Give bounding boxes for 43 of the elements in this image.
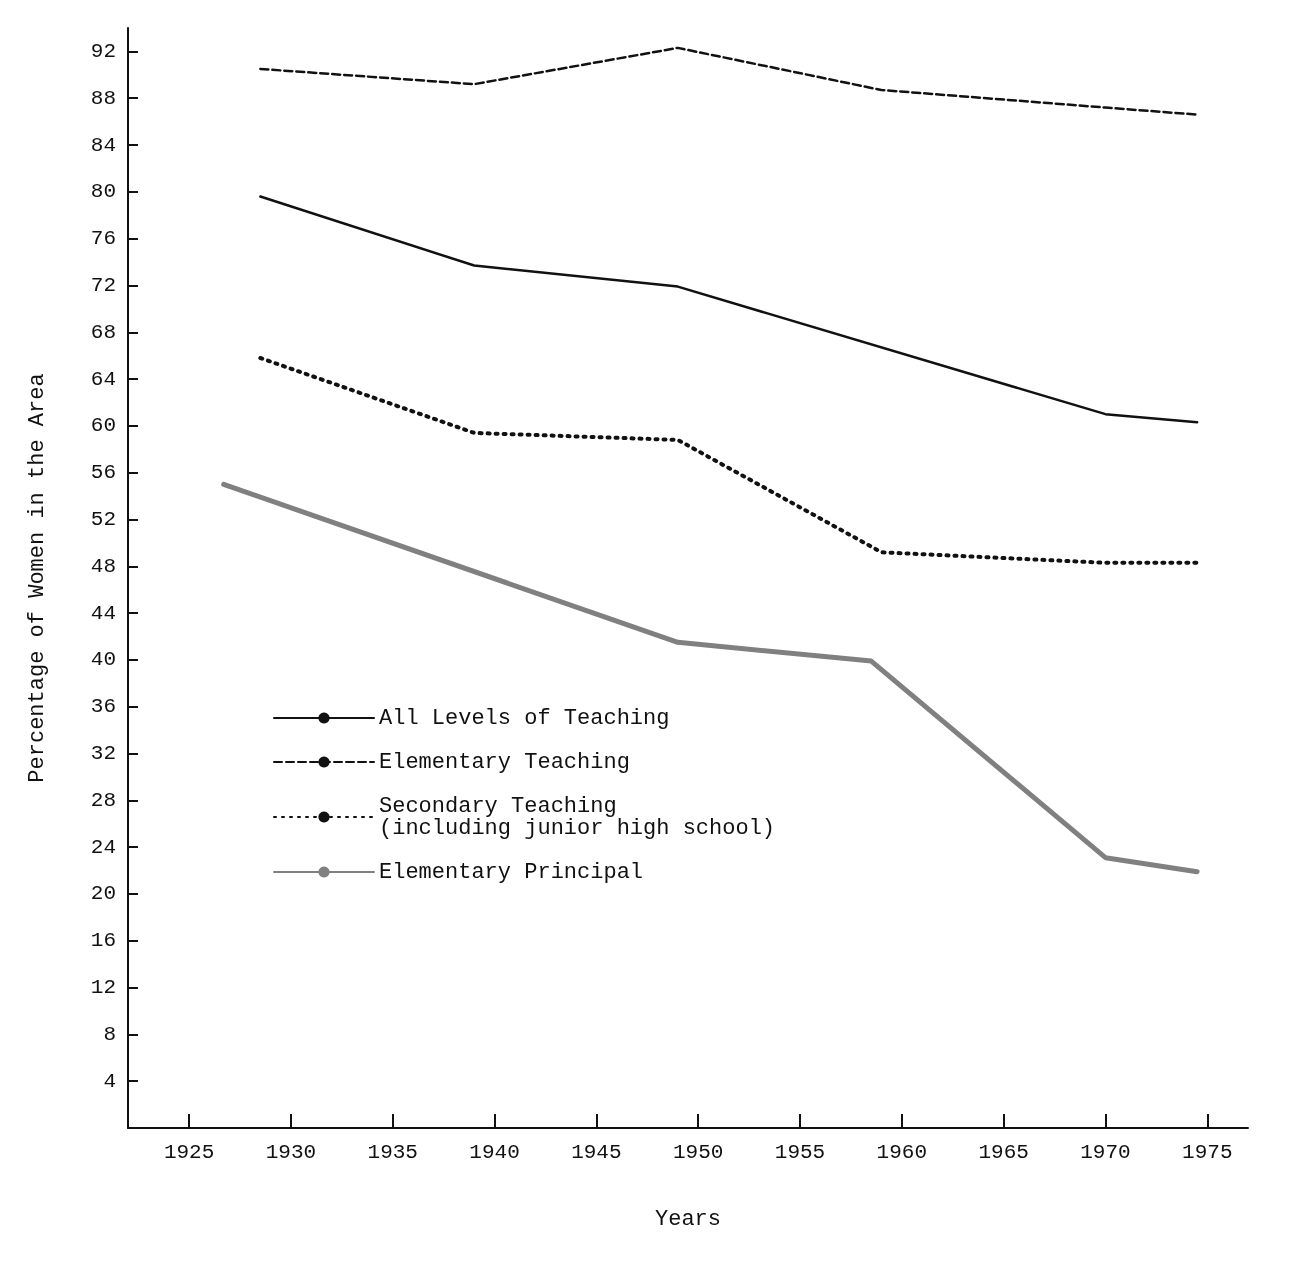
- y-tick-label: 36: [90, 695, 116, 719]
- legend-label: Secondary Teaching (including junior high school): [379, 793, 776, 841]
- x-tick-label: 1945: [571, 1141, 622, 1164]
- legend-label: All Levels of Teaching: [379, 705, 670, 731]
- y-tick-label: 24: [90, 835, 116, 859]
- line-series: [258, 356, 1200, 565]
- y-tick-label: 52: [90, 507, 116, 531]
- x-tick-label: 1960: [876, 1141, 928, 1164]
- y-tick-label: 60: [90, 414, 116, 438]
- y-tick-label: 28: [90, 788, 116, 812]
- line-series: [259, 46, 1199, 116]
- x-tick-label: 1930: [265, 1141, 317, 1164]
- y-tick-label: 76: [90, 227, 116, 251]
- y-tick-label: 88: [90, 86, 116, 110]
- y-tick-label: 72: [90, 273, 116, 297]
- x-tick-label: 1970: [1080, 1141, 1131, 1164]
- y-tick-label: 56: [90, 461, 116, 485]
- y-tick-label: 80: [90, 180, 116, 204]
- y-tick-label: 48: [90, 554, 116, 578]
- y-tick-label: 84: [90, 133, 116, 157]
- y-tick-label: 68: [90, 320, 116, 344]
- x-tick-label: 1955: [774, 1141, 826, 1164]
- y-tick-label: 4: [103, 1069, 116, 1093]
- x-tick-label: 1965: [978, 1141, 1029, 1164]
- x-tick-label: 1940: [469, 1141, 520, 1164]
- legend-label: Elementary Teaching: [379, 749, 630, 775]
- x-tick-label: 1925: [163, 1141, 215, 1164]
- y-axis-title: Percentage of Women in the Area: [24, 373, 50, 783]
- y-tick-label: 64: [90, 367, 116, 391]
- line-series: [259, 195, 1199, 424]
- x-tick-label: 1935: [367, 1141, 418, 1164]
- y-tick-label: 92: [90, 39, 116, 63]
- y-tick-label: 8: [103, 1022, 116, 1046]
- y-tick-label: 12: [90, 976, 116, 1000]
- x-tick-label: 1975: [1182, 1141, 1233, 1164]
- x-tick-label: 1950: [672, 1141, 724, 1164]
- y-tick-label: 40: [90, 648, 116, 672]
- y-tick-label: 20: [90, 882, 116, 906]
- legend-label: Elementary Principal: [379, 859, 644, 885]
- y-tick-label: 16: [90, 929, 116, 953]
- y-tick-label: 32: [90, 742, 116, 766]
- x-axis-title: Years: [654, 1206, 722, 1232]
- y-tick-label: 44: [90, 601, 116, 625]
